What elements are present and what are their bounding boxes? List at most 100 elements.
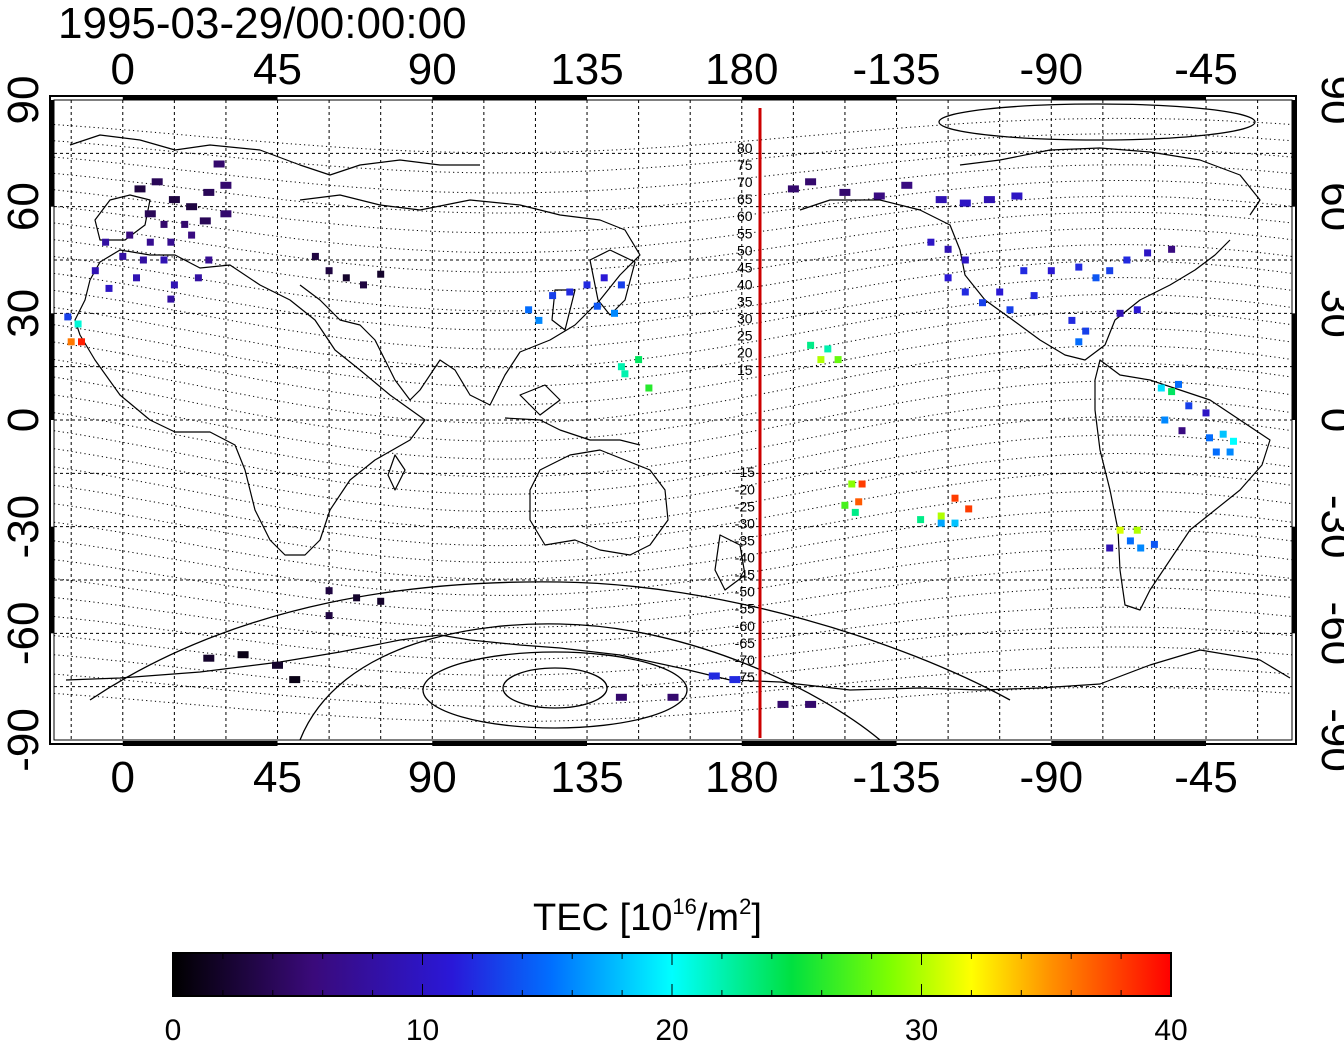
tec-point xyxy=(1230,437,1237,445)
colorbar-tick-label: 30 xyxy=(905,1014,938,1047)
tec-point xyxy=(617,363,625,371)
tec-point xyxy=(102,238,110,246)
tec-point xyxy=(126,231,134,239)
lon-tick-label-bottom: -45 xyxy=(1174,753,1238,802)
tec-point xyxy=(325,267,333,275)
tec-point xyxy=(873,192,885,200)
colorbar: TEC [1016/m2] 0 10 20 30 40 xyxy=(165,894,1188,1047)
lon-tick-label-top: 45 xyxy=(253,45,302,94)
meridian-lat-label: 60 xyxy=(737,208,753,224)
tec-point xyxy=(91,267,99,275)
tec-point xyxy=(951,519,959,527)
coastlines xyxy=(65,134,1291,691)
isoline xyxy=(54,686,1292,723)
tec-point xyxy=(1116,526,1124,534)
meridian-lat-label: -50 xyxy=(735,584,755,600)
meridian-lat-label: 50 xyxy=(737,242,753,258)
isoline xyxy=(54,227,1292,293)
tec-point xyxy=(203,654,215,662)
tec-point xyxy=(325,587,333,595)
lon-scale-bar xyxy=(741,741,897,746)
tec-point xyxy=(1126,537,1134,545)
tec-point xyxy=(139,256,147,264)
lon-scale-bar xyxy=(432,741,588,746)
lon-scale-bar xyxy=(1051,95,1207,100)
lat-scale-bar xyxy=(49,526,54,634)
isoline xyxy=(54,362,1292,442)
meridian-lat-label: 20 xyxy=(737,345,753,361)
tec-point xyxy=(170,281,178,289)
lat-scale-bar xyxy=(1292,313,1297,420)
tec-point xyxy=(1092,274,1100,282)
tec-point xyxy=(787,185,799,193)
meridian-lat-label: 40 xyxy=(737,276,753,292)
tec-point xyxy=(621,370,629,378)
tec-point xyxy=(1106,267,1114,275)
tec-point xyxy=(1212,448,1220,456)
lat-tick-label-left: -60 xyxy=(0,602,48,666)
meridian-lat-label: -15 xyxy=(735,464,755,480)
tec-point xyxy=(186,203,198,211)
tec-point xyxy=(848,480,856,488)
tec-point xyxy=(600,274,608,282)
lat-lon-grid xyxy=(54,100,1292,740)
meridian-lat-label: -20 xyxy=(735,481,755,497)
tec-point xyxy=(134,185,146,193)
lon-tick-label-top: -135 xyxy=(852,45,940,94)
tec-observations xyxy=(64,160,1237,708)
tec-point xyxy=(1226,448,1234,456)
tec-point xyxy=(1075,263,1083,271)
tec-point xyxy=(944,245,952,253)
tec-point xyxy=(151,178,163,186)
lon-scale-bar xyxy=(1051,741,1207,746)
lon-scale-bar xyxy=(122,95,278,100)
tec-point xyxy=(74,320,82,328)
lat-scale-bar xyxy=(49,100,54,207)
lat-tick-label-left: 60 xyxy=(0,182,48,231)
tec-point xyxy=(167,295,175,303)
isoline xyxy=(54,547,1292,613)
tec-point xyxy=(168,196,180,204)
tec-point xyxy=(237,651,249,659)
lon-scale-bar xyxy=(741,95,897,100)
polar-contours xyxy=(89,103,1256,740)
meridian-lat-label: -35 xyxy=(735,532,755,548)
tec-point xyxy=(959,199,971,207)
lon-tick-label-bottom: 0 xyxy=(111,753,135,802)
lon-tick-label-top: -45 xyxy=(1174,45,1238,94)
isoline xyxy=(54,345,1292,424)
tec-point xyxy=(167,238,175,246)
tec-point xyxy=(325,612,333,620)
tec-point xyxy=(807,341,815,349)
tec-point xyxy=(105,284,113,292)
tec-point xyxy=(146,238,154,246)
tec-point xyxy=(645,384,653,392)
isoline xyxy=(54,180,1292,234)
tec-point xyxy=(961,256,969,264)
isoline xyxy=(54,434,1292,513)
tec-point xyxy=(194,274,202,282)
tec-point xyxy=(1202,409,1210,417)
isoline xyxy=(54,398,1292,478)
meridian-lat-label: -65 xyxy=(735,635,755,651)
tec-point xyxy=(1150,540,1158,548)
isoline xyxy=(54,117,1292,154)
tec-point xyxy=(944,274,952,282)
axis-tick-bars xyxy=(49,95,1297,746)
colorbar-tick-label: 20 xyxy=(655,1014,688,1047)
tec-point xyxy=(935,196,947,204)
tec-point xyxy=(961,288,969,296)
meridian-lat-label: -40 xyxy=(735,550,755,566)
lat-tick-label-right: 0 xyxy=(1312,408,1344,432)
tec-point xyxy=(360,281,367,289)
meridian-lat-label: 70 xyxy=(737,174,753,190)
axis-tick-labels: 0045459090135135180180-135-135-90-90-45-… xyxy=(0,45,1344,802)
lon-tick-label-bottom: -135 xyxy=(852,753,940,802)
meridian-lat-label: 80 xyxy=(737,140,753,156)
tec-point xyxy=(1133,526,1141,534)
tec-point xyxy=(377,597,385,605)
tec-point xyxy=(729,676,741,684)
meridian-lat-label: 15 xyxy=(737,362,753,378)
tec-point xyxy=(535,316,543,324)
tec-point xyxy=(188,231,196,239)
